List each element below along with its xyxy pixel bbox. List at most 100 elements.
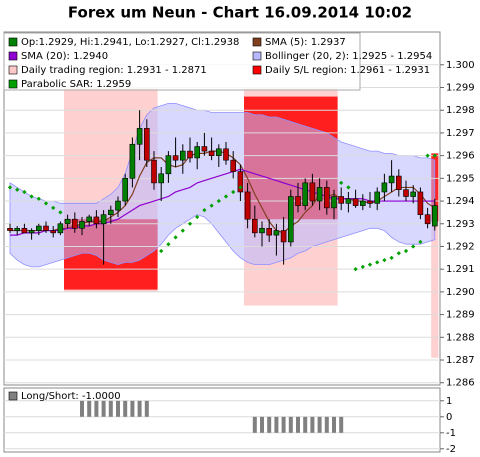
candle-body: [35, 225, 42, 231]
sar-dot: [411, 244, 416, 249]
candle-body: [273, 230, 280, 236]
candle-body: [309, 182, 316, 202]
candle-body: [43, 225, 49, 231]
candle-body: [331, 196, 337, 209]
sar-dot: [353, 267, 358, 272]
candle-body: [431, 205, 438, 227]
bar: [317, 416, 322, 433]
y-tick-label: 1.291: [446, 264, 475, 275]
bar: [288, 416, 293, 433]
bar: [267, 416, 272, 433]
sar-dot: [202, 208, 207, 213]
candle-body: [216, 148, 222, 156]
sar-dot: [187, 221, 193, 226]
candle-body: [374, 191, 381, 204]
lower-plot: 1 0 -1 -2 Long/Short: -1.0000: [4, 391, 456, 455]
bar: [108, 400, 113, 417]
candle-body: [86, 216, 92, 222]
y-tick-label: 1: [446, 396, 452, 407]
bar: [101, 400, 106, 417]
legend-label: Parabolic SAR: 1.2959: [21, 79, 131, 90]
sar-dot: [58, 210, 63, 215]
candle-body: [115, 200, 121, 211]
candle-body: [252, 218, 258, 234]
candle-body: [28, 230, 35, 234]
y-tick-label: -1: [446, 428, 456, 439]
sar-dot: [375, 260, 380, 265]
y-tick-label: 1.286: [446, 378, 475, 389]
sar-dot: [195, 214, 200, 220]
candle-body: [345, 198, 352, 204]
y-tick-label: 1.296: [446, 151, 475, 162]
legend-label: Op:1.2929, Hi:1.2941, Lo:1.2927, Cl:1.29…: [21, 37, 239, 48]
legend-swatch: [8, 391, 18, 401]
candle-body: [194, 146, 200, 159]
candle-body: [410, 191, 417, 197]
candle-body: [295, 196, 301, 206]
bar: [252, 416, 257, 433]
sar-dot: [425, 153, 430, 158]
candle-body: [165, 155, 172, 175]
legend-label: Daily trading region: 1.2931 - 1.2871: [21, 65, 207, 76]
y-tick-label: 1.299: [446, 83, 475, 94]
sar-dot: [238, 185, 243, 190]
bar: [324, 416, 329, 433]
candle-body: [280, 230, 287, 243]
bar: [137, 400, 142, 417]
candle-body: [302, 182, 309, 206]
sar-dot: [51, 205, 56, 210]
bar: [296, 416, 300, 433]
legend-swatch: [8, 79, 18, 89]
sar-dot: [382, 257, 387, 263]
candle-body: [403, 189, 409, 197]
y-tick-label: -2: [446, 444, 456, 455]
candle-body: [244, 191, 251, 220]
y-tick-label: 1.287: [446, 355, 475, 366]
y-tick-label: 1.300: [446, 60, 475, 71]
legend-label: Long/Short: -1.0000: [21, 391, 121, 402]
candle-body: [417, 191, 424, 215]
legend-swatch: [8, 37, 18, 47]
legend-swatch: [8, 65, 18, 75]
y-tick-label: 1.298: [446, 105, 475, 116]
sar-dot: [231, 189, 236, 195]
legend-swatch: [252, 37, 262, 47]
candle-body: [180, 150, 186, 161]
sar-dot: [418, 239, 423, 245]
candle-body: [352, 198, 359, 206]
bar: [281, 416, 286, 433]
candle-body: [381, 182, 388, 193]
candle-body: [14, 228, 20, 231]
candle-body: [7, 228, 13, 231]
sar-dot: [36, 196, 41, 201]
candle-body: [287, 196, 294, 243]
legend-swatch: [8, 51, 18, 61]
candle-body: [79, 221, 85, 229]
sar-dot: [159, 248, 164, 254]
candle-body: [316, 187, 323, 202]
band-layer: [9, 103, 436, 268]
candle-body: [172, 155, 179, 161]
candle-body: [151, 159, 157, 184]
bar: [130, 400, 135, 417]
candle-body: [93, 216, 100, 225]
legend-label: Bollinger (20, 2): 1.2925 - 1.2954: [265, 51, 432, 62]
candle-body: [21, 228, 28, 234]
sar-dot: [216, 198, 221, 204]
sar-dot: [346, 185, 351, 190]
candle-body: [57, 223, 64, 234]
candle-body: [64, 218, 71, 225]
candle-body: [136, 128, 143, 145]
y-tick-label: 1.290: [446, 287, 475, 298]
candle-body: [50, 230, 57, 234]
sar-dot: [223, 194, 229, 199]
bar: [80, 400, 84, 417]
candle-body: [237, 171, 244, 193]
y-tick-label: 1.289: [446, 310, 475, 321]
bar: [260, 416, 264, 433]
sar-dot: [180, 228, 185, 233]
candle-body: [108, 209, 114, 215]
bar: [274, 416, 279, 433]
